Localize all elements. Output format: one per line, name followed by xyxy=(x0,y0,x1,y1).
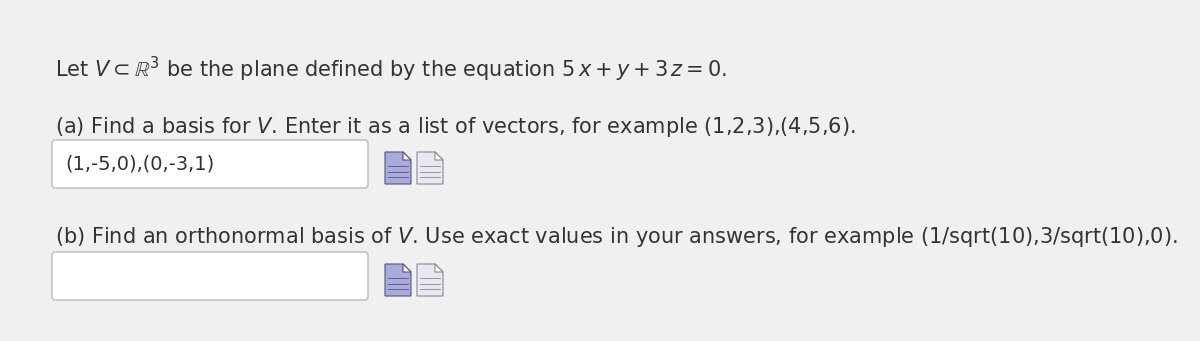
Polygon shape xyxy=(436,152,443,160)
Text: (a) Find a basis for $V$. Enter it as a list of vectors, for example (1,2,3),(4,: (a) Find a basis for $V$. Enter it as a … xyxy=(55,115,856,139)
Polygon shape xyxy=(418,264,443,296)
Polygon shape xyxy=(385,264,410,296)
Polygon shape xyxy=(385,152,410,184)
FancyBboxPatch shape xyxy=(52,252,368,300)
Polygon shape xyxy=(418,152,443,184)
Text: Let $V \subset \mathbb{R}^3$ be the plane defined by the equation $5\,x + y + 3\: Let $V \subset \mathbb{R}^3$ be the plan… xyxy=(55,55,727,84)
Polygon shape xyxy=(403,264,410,272)
Polygon shape xyxy=(403,152,410,160)
Text: (1,-5,0),(0,-3,1): (1,-5,0),(0,-3,1) xyxy=(65,154,215,174)
FancyBboxPatch shape xyxy=(52,140,368,188)
Text: (b) Find an orthonormal basis of $V$. Use exact values in your answers, for exam: (b) Find an orthonormal basis of $V$. Us… xyxy=(55,225,1177,249)
Polygon shape xyxy=(436,264,443,272)
